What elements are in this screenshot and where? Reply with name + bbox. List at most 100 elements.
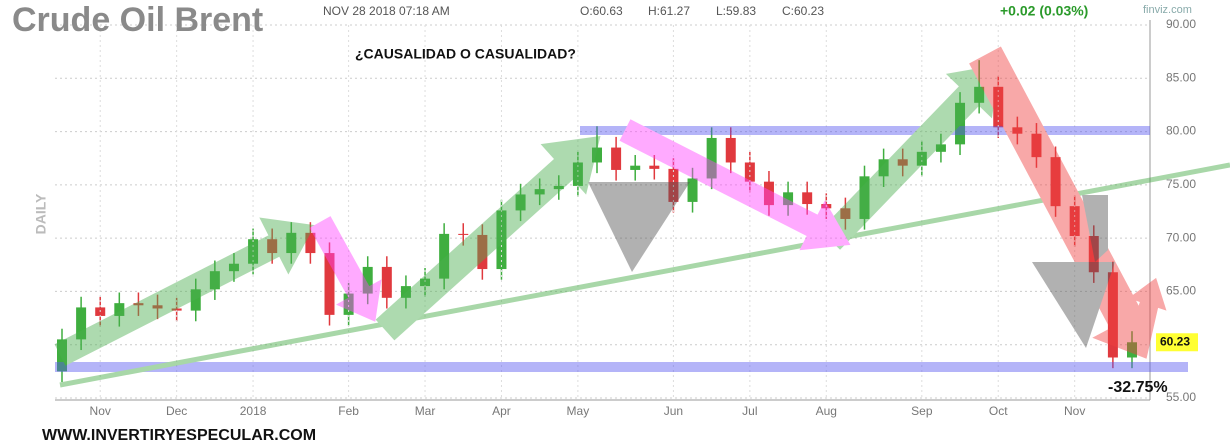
- trend-line: [59, 162, 1230, 388]
- x-tick-label: Feb: [338, 404, 359, 418]
- candle-body: [859, 176, 870, 219]
- candle-body: [171, 308, 182, 311]
- ohlc: H:61.27: [648, 4, 690, 18]
- annotations: [54, 46, 1230, 388]
- candle-body: [611, 147, 622, 170]
- candle-body: [1107, 272, 1118, 358]
- arrow: [1124, 277, 1167, 355]
- candle-body: [706, 137, 717, 179]
- ohlc: O:60.63: [580, 4, 623, 18]
- candle-body: [496, 210, 507, 270]
- candle-body: [763, 181, 774, 206]
- x-tick-label: Sep: [911, 404, 933, 418]
- x-tick-label: 2018: [240, 404, 267, 418]
- candle-body: [515, 194, 526, 211]
- source: finviz.com: [1143, 4, 1192, 16]
- x-tick-label: Mar: [415, 404, 436, 418]
- arrow: [969, 46, 1160, 359]
- candle-body: [1127, 342, 1137, 358]
- candle-body: [420, 278, 431, 287]
- change: +0.02 (0.03%): [1000, 3, 1088, 19]
- x-tick-label: Jul: [742, 404, 757, 418]
- chart-title: Crude Oil Brent: [12, 1, 263, 39]
- candle-body: [1050, 157, 1061, 207]
- price-tag-bg: [1156, 333, 1198, 352]
- y-tick-label: 85.00: [1166, 70, 1196, 84]
- y-tick-label: 55.00: [1166, 390, 1196, 404]
- candle-body: [974, 86, 985, 103]
- candle-body: [649, 165, 660, 169]
- arrow: [54, 217, 315, 366]
- footer: WWW.INVERTIRYESPECULAR.COM: [42, 427, 316, 444]
- candle-body: [1012, 127, 1023, 134]
- arrow: [588, 182, 690, 272]
- candle-body: [783, 192, 794, 206]
- candle-body: [955, 102, 966, 145]
- candle-body: [228, 263, 239, 272]
- arrow: [375, 135, 601, 341]
- drop-label: -32.75%: [1108, 379, 1168, 396]
- ohlc: C:60.23: [782, 4, 824, 18]
- candle-body: [572, 162, 583, 186]
- candle-body: [76, 307, 87, 340]
- y-tick-label: 70.00: [1166, 230, 1196, 244]
- candle-body: [190, 289, 201, 311]
- candle-body: [133, 303, 144, 306]
- price-tag: 60.23: [1160, 334, 1190, 348]
- x-tick-label: Nov: [90, 404, 111, 418]
- candle-body: [993, 86, 1004, 128]
- x-tick-label: May: [567, 404, 590, 418]
- arrow: [309, 216, 382, 322]
- annotation: ¿CAUSALIDAD O CASUALIDAD?: [355, 46, 576, 62]
- x-tick-label: Aug: [816, 404, 837, 418]
- candle-body: [439, 233, 450, 279]
- plot: [55, 24, 1150, 399]
- candle-body: [802, 192, 813, 205]
- candle-body: [687, 178, 698, 202]
- candle-body: [343, 293, 354, 315]
- period: DAILY: [33, 193, 49, 234]
- x-tick-label: Oct: [989, 404, 1008, 418]
- candle-body: [362, 266, 373, 294]
- candle-body: [725, 137, 736, 163]
- candle-body: [57, 339, 67, 372]
- candle-body: [114, 303, 125, 316]
- candle-body: [381, 266, 392, 298]
- candle-body: [1088, 236, 1099, 273]
- y-tick-label: 65.00: [1166, 284, 1196, 298]
- candle-body: [305, 232, 316, 254]
- candle-body: [878, 159, 889, 177]
- candle-body: [840, 208, 851, 219]
- arrow: [819, 64, 1000, 250]
- candle-body: [286, 232, 297, 254]
- candle-body: [209, 271, 220, 290]
- timestamp: NOV 28 2018 07:18 AM: [323, 4, 450, 18]
- candle-body: [324, 253, 335, 315]
- candle-body: [458, 233, 469, 235]
- candle-body: [1031, 133, 1042, 158]
- y-tick-label: 80.00: [1166, 124, 1196, 138]
- candle-body: [935, 144, 946, 152]
- x-tick-label: Dec: [166, 404, 187, 418]
- candle-body: [897, 159, 908, 166]
- arrow: [1082, 195, 1108, 262]
- candle-body: [267, 239, 278, 254]
- arrow: [1032, 262, 1115, 348]
- ohlc: L:59.83: [716, 4, 756, 18]
- x-tick-label: Apr: [492, 404, 511, 418]
- y-tick-label: 90.00: [1166, 17, 1196, 31]
- x-tick-label: Jun: [664, 404, 683, 418]
- resistance-band: [580, 126, 1150, 135]
- candle-body: [152, 305, 163, 309]
- candle-body: [916, 151, 927, 166]
- candle-body: [400, 286, 411, 298]
- candle-body: [592, 147, 602, 163]
- support-band: [55, 362, 1188, 372]
- x-tick-label: Nov: [1064, 404, 1085, 418]
- candle-body: [553, 185, 564, 190]
- candle-body: [744, 162, 755, 182]
- candle-body: [630, 165, 641, 170]
